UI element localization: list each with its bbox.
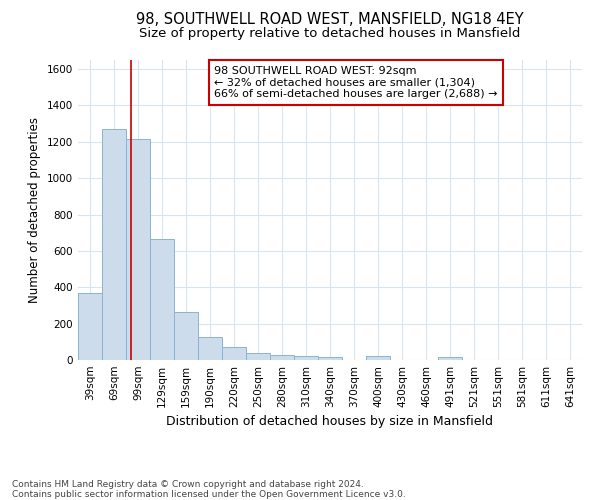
X-axis label: Distribution of detached houses by size in Mansfield: Distribution of detached houses by size … [167,416,493,428]
Bar [103,129,125,360]
Bar [367,356,389,360]
Bar [439,356,461,360]
Bar [199,338,221,360]
Bar [127,139,149,360]
Bar [319,356,341,360]
Text: Contains HM Land Registry data © Crown copyright and database right 2024.
Contai: Contains HM Land Registry data © Crown c… [12,480,406,500]
Bar [295,356,317,360]
Bar [247,353,269,360]
Bar [151,239,173,360]
Bar [175,312,197,360]
Bar [271,356,293,360]
Text: Size of property relative to detached houses in Mansfield: Size of property relative to detached ho… [139,28,521,40]
Y-axis label: Number of detached properties: Number of detached properties [28,117,41,303]
Bar [79,292,101,360]
Bar [223,347,245,360]
Text: 98, SOUTHWELL ROAD WEST, MANSFIELD, NG18 4EY: 98, SOUTHWELL ROAD WEST, MANSFIELD, NG18… [136,12,524,28]
Text: 98 SOUTHWELL ROAD WEST: 92sqm
← 32% of detached houses are smaller (1,304)
66% o: 98 SOUTHWELL ROAD WEST: 92sqm ← 32% of d… [214,66,497,99]
